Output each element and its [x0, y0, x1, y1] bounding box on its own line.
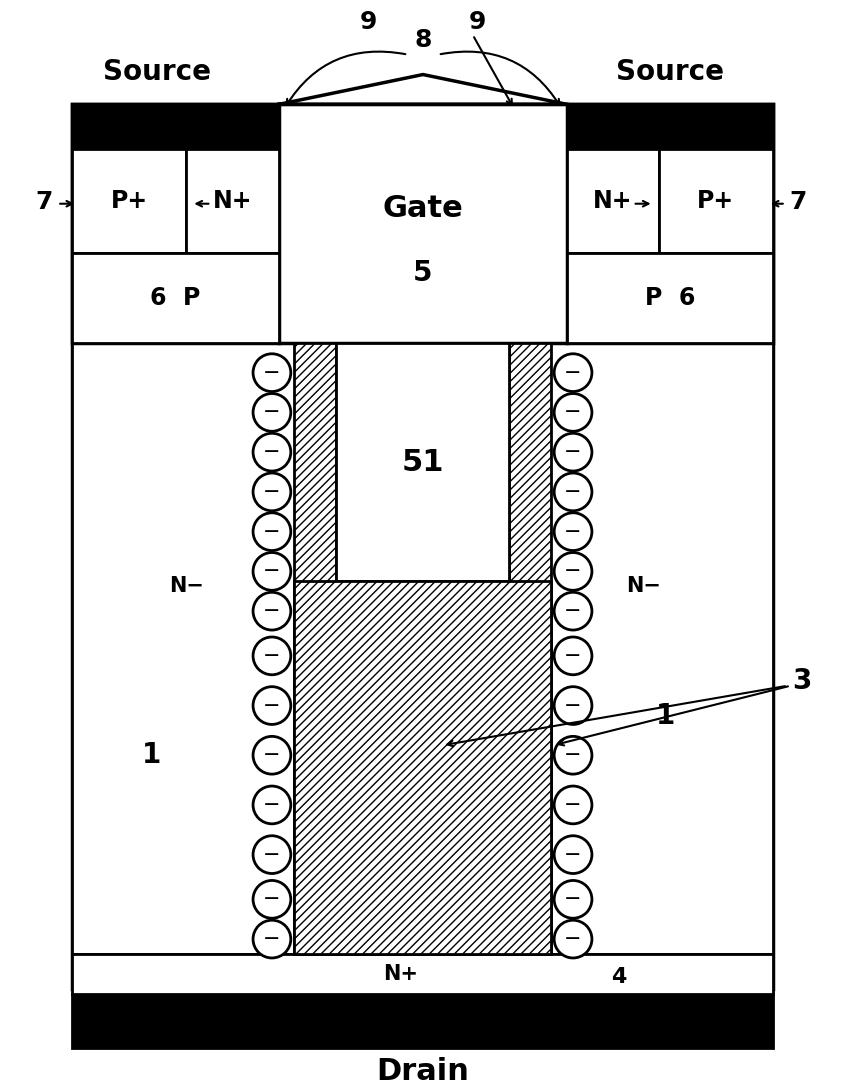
Text: −: − [263, 929, 281, 949]
Text: 51: 51 [401, 447, 444, 477]
Text: −: − [564, 929, 582, 949]
Text: 7: 7 [789, 189, 807, 213]
Text: −: − [564, 795, 582, 815]
Text: −: − [263, 745, 281, 765]
Text: −: − [263, 482, 281, 502]
Circle shape [554, 737, 592, 775]
Text: P+: P+ [111, 189, 148, 213]
Text: 3: 3 [793, 667, 812, 695]
Circle shape [253, 433, 291, 471]
Circle shape [554, 687, 592, 725]
Circle shape [253, 920, 291, 957]
Text: −: − [564, 695, 582, 716]
Text: 4: 4 [611, 967, 627, 987]
Bar [567, 104, 773, 343]
Circle shape [554, 553, 592, 591]
Circle shape [253, 394, 291, 431]
Bar [187, 149, 279, 254]
Circle shape [554, 394, 592, 431]
Text: −: − [564, 403, 582, 422]
Text: −: − [263, 362, 281, 383]
Text: Drain: Drain [376, 1056, 469, 1086]
Bar [294, 343, 336, 954]
Circle shape [253, 786, 291, 824]
Circle shape [253, 836, 291, 874]
Text: Gate: Gate [383, 194, 463, 223]
Text: −: − [564, 482, 582, 502]
Circle shape [253, 473, 291, 510]
Text: −: − [263, 695, 281, 716]
Text: 8: 8 [415, 28, 431, 52]
Text: −: − [564, 521, 582, 542]
Bar [72, 149, 187, 254]
Text: −: − [263, 521, 281, 542]
Text: 7: 7 [35, 189, 53, 213]
Text: −: − [263, 602, 281, 621]
Bar [72, 104, 279, 149]
Text: Source: Source [103, 58, 210, 86]
Circle shape [554, 473, 592, 510]
Text: 9: 9 [469, 10, 486, 34]
Bar [72, 104, 773, 989]
Circle shape [253, 592, 291, 630]
Circle shape [253, 880, 291, 918]
Text: 6  P: 6 P [151, 286, 201, 310]
Text: −: − [263, 889, 281, 910]
Text: −: − [263, 442, 281, 462]
Bar [567, 254, 773, 343]
Circle shape [554, 592, 592, 630]
Text: −: − [564, 646, 582, 666]
Text: −: − [564, 844, 582, 865]
Text: −: − [564, 602, 582, 621]
Circle shape [253, 512, 291, 551]
Bar [336, 343, 510, 581]
Text: 9: 9 [360, 10, 377, 34]
Text: N−: N− [627, 577, 661, 596]
Text: −: − [564, 561, 582, 581]
Text: −: − [263, 795, 281, 815]
Text: N+: N+ [213, 189, 252, 213]
Circle shape [554, 636, 592, 675]
Text: −: − [263, 844, 281, 865]
Circle shape [253, 553, 291, 591]
Bar [72, 104, 279, 343]
Text: −: − [263, 403, 281, 422]
Bar [294, 581, 551, 954]
Text: 5: 5 [413, 259, 433, 287]
Bar [567, 104, 773, 149]
Text: N+: N+ [383, 964, 418, 984]
Text: Source: Source [616, 58, 724, 86]
Bar [567, 149, 659, 254]
Text: −: − [564, 745, 582, 765]
Text: −: − [564, 889, 582, 910]
Bar [510, 343, 551, 954]
Circle shape [554, 786, 592, 824]
Circle shape [253, 354, 291, 392]
Bar [72, 343, 773, 954]
Circle shape [554, 920, 592, 957]
Bar [72, 954, 773, 993]
Text: N−: N− [169, 577, 204, 596]
Text: −: − [564, 442, 582, 462]
Circle shape [253, 687, 291, 725]
Text: P  6: P 6 [645, 286, 696, 310]
Text: −: − [564, 362, 582, 383]
Text: N+: N+ [593, 189, 632, 213]
Text: 1: 1 [142, 741, 161, 769]
Text: P+: P+ [697, 189, 734, 213]
Circle shape [253, 636, 291, 675]
Circle shape [253, 737, 291, 775]
Bar [72, 993, 773, 1049]
Circle shape [554, 354, 592, 392]
Circle shape [554, 880, 592, 918]
Bar [279, 104, 567, 343]
Circle shape [554, 836, 592, 874]
Bar [659, 149, 773, 254]
Bar [72, 254, 279, 343]
Text: 1: 1 [656, 702, 675, 729]
Circle shape [554, 433, 592, 471]
Text: −: − [263, 561, 281, 581]
Text: −: − [263, 646, 281, 666]
Circle shape [554, 512, 592, 551]
